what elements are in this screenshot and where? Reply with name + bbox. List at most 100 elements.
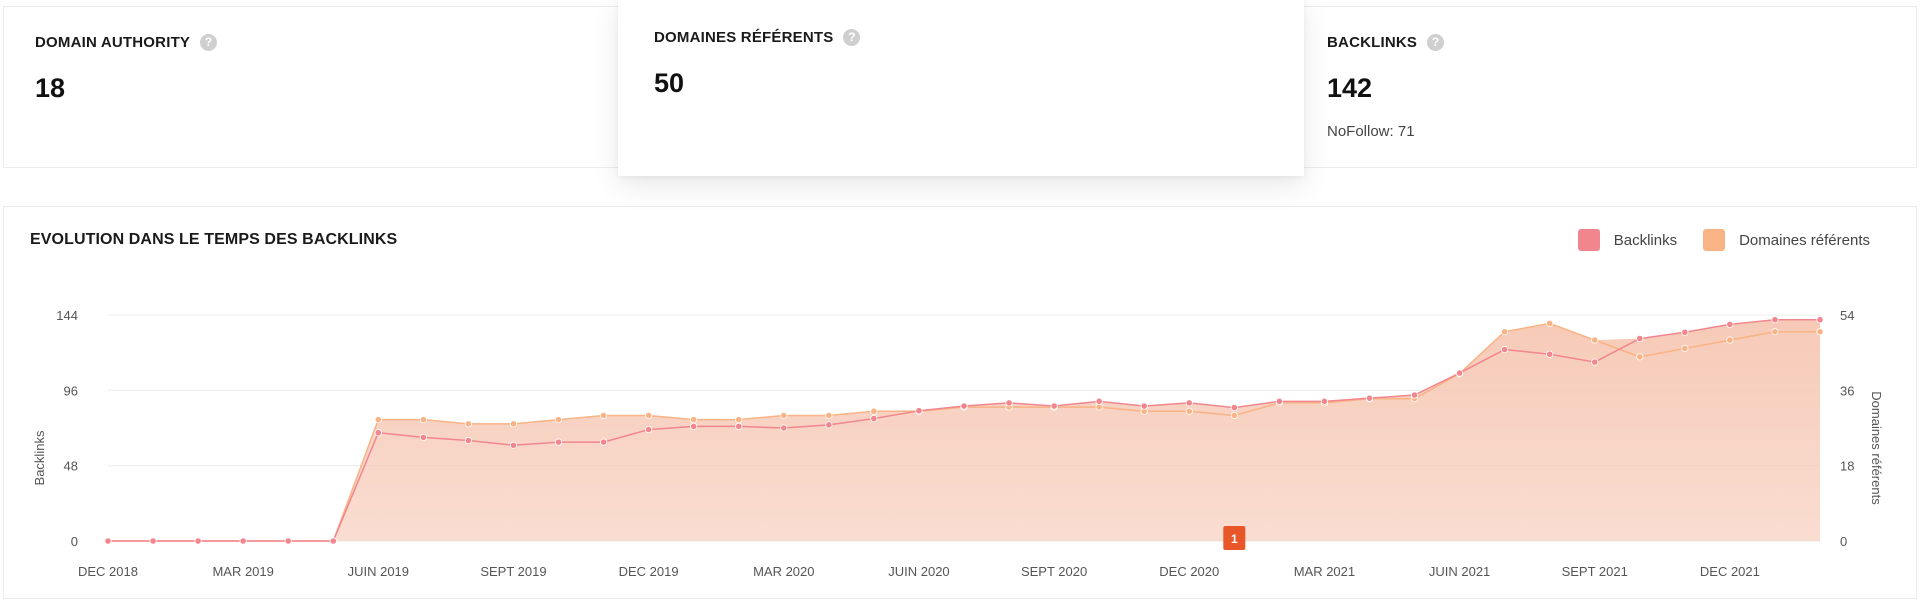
data-point-referring-domains	[1185, 407, 1193, 415]
y-axis-label: Backlinks	[32, 430, 47, 485]
data-point-backlinks	[1591, 358, 1599, 366]
x-tick-label: DEC 2019	[619, 564, 679, 579]
x-tick-label: MAR 2019	[212, 564, 273, 579]
help-icon[interactable]: ?	[843, 29, 861, 46]
data-point-backlinks	[1230, 403, 1238, 412]
referring-domains-value: 50	[654, 68, 685, 98]
area-fill	[108, 319, 1820, 541]
data-point-backlinks	[1050, 402, 1058, 410]
backlinks-label: BACKLINKS	[1327, 34, 1418, 51]
data-point-backlinks	[1636, 334, 1644, 343]
data-point-backlinks	[509, 441, 518, 449]
data-point-backlinks	[1275, 397, 1283, 405]
backlinks-card: BACKLINKS ? 142 NoFollow: 71	[1302, 6, 1917, 168]
x-tick-label: JUIN 2019	[348, 564, 409, 579]
domain-authority-value: 18	[35, 73, 66, 103]
data-point-backlinks	[1185, 399, 1193, 407]
annotation-marker	[1223, 526, 1246, 550]
data-point-referring-domains	[1816, 328, 1824, 336]
data-point-backlinks	[374, 429, 382, 437]
backlinks-title: BACKLINKS ?	[1327, 34, 1445, 51]
legend-label-backlinks: Backlinks	[1613, 231, 1678, 249]
data-point-referring-domains	[780, 411, 788, 420]
help-icon[interactable]: ?	[200, 34, 218, 51]
data-point-backlinks	[870, 414, 878, 423]
data-point-backlinks	[960, 402, 968, 410]
backlinks-chart: 0 48 96 144 0 18 36 54 Backlinks Domaines référen…	[32, 308, 1884, 579]
chart-title: EVOLUTION DANS LE TEMPS DES BACKLINKS	[30, 231, 398, 248]
data-point-backlinks	[464, 436, 473, 445]
data-point-backlinks	[1140, 402, 1148, 410]
y2-tick-label: 0	[1840, 534, 1847, 549]
data-point-backlinks	[1816, 316, 1824, 324]
data-point-backlinks	[735, 422, 743, 431]
data-point-referring-domains	[509, 420, 518, 428]
y2-tick-label: 18	[1840, 459, 1854, 474]
data-point-backlinks	[645, 425, 653, 434]
data-point-backlinks	[1005, 399, 1013, 407]
x-tick-label: MAR 2021	[1294, 564, 1355, 579]
x-tick-label: DEC 2020	[1159, 564, 1219, 579]
data-point-referring-domains	[1726, 336, 1734, 344]
data-point-referring-domains	[1230, 411, 1238, 420]
y-tick-label: 48	[64, 459, 78, 474]
legend-swatch-referring-domains	[1703, 229, 1726, 251]
data-point-backlinks	[1771, 316, 1779, 324]
nofollow-count: NoFollow: 71	[1327, 123, 1415, 140]
data-point-backlinks	[780, 424, 788, 432]
data-point-backlinks	[104, 537, 112, 545]
data-point-referring-domains	[735, 416, 743, 424]
referring-domains-title: DOMAINES RÉFÉRENTS ?	[654, 29, 861, 46]
data-point-referring-domains	[870, 407, 878, 415]
x-tick-label: JUIN 2021	[1429, 564, 1490, 579]
data-point-backlinks	[1501, 345, 1509, 354]
x-tick-label: SEPT 2021	[1562, 564, 1628, 579]
data-point-referring-domains	[1501, 328, 1509, 336]
help-icon[interactable]: ?	[1427, 34, 1445, 51]
data-point-backlinks	[554, 438, 563, 446]
y2-tick-label: 54	[1840, 308, 1854, 323]
data-point-backlinks	[329, 537, 337, 545]
data-point-referring-domains	[1681, 344, 1689, 353]
data-point-referring-domains	[1636, 353, 1644, 361]
y2-axis-label: Domaines référents	[1869, 391, 1884, 505]
data-point-backlinks	[1320, 397, 1329, 405]
data-point-backlinks	[1681, 328, 1689, 336]
x-tick-label: MAR 2020	[753, 564, 814, 579]
data-point-backlinks	[825, 421, 833, 429]
referring-domains-card: DOMAINES RÉFÉRENTS ? 50	[618, 0, 1304, 176]
data-point-backlinks	[239, 537, 247, 545]
data-point-referring-domains	[599, 411, 608, 420]
data-point-referring-domains	[554, 416, 563, 424]
x-tick-label: JUIN 2020	[888, 564, 949, 579]
y-tick-label: 96	[64, 383, 78, 398]
y-tick-label: 144	[56, 308, 78, 323]
legend-item-referring-domains[interactable]: Domaines référents	[1703, 229, 1870, 251]
data-point-referring-domains	[690, 416, 698, 424]
domain-authority-label: DOMAIN AUTHORITY	[35, 34, 191, 51]
domain-authority-card: DOMAIN AUTHORITY ? 18	[3, 6, 621, 168]
data-point-backlinks	[915, 407, 923, 415]
x-tick-label: DEC 2021	[1700, 564, 1760, 579]
legend-item-backlinks[interactable]: Backlinks	[1577, 229, 1678, 251]
x-tick-label: DEC 2018	[78, 564, 138, 579]
backlinks-value: 142	[1327, 73, 1373, 103]
legend-label-referring-domains: Domaines référents	[1739, 231, 1870, 249]
data-point-referring-domains	[825, 411, 833, 420]
data-point-backlinks	[284, 537, 292, 545]
data-point-backlinks	[1455, 369, 1464, 377]
chart-legend: Backlinks Domaines référents	[1552, 229, 1870, 251]
data-point-referring-domains	[645, 411, 653, 420]
data-point-backlinks	[419, 433, 427, 442]
x-tick-label: SEPT 2020	[1021, 564, 1087, 579]
data-point-backlinks	[599, 438, 608, 446]
data-point-backlinks	[1726, 320, 1734, 329]
data-point-backlinks	[1546, 350, 1554, 358]
legend-swatch-backlinks	[1577, 229, 1600, 251]
data-point-referring-domains	[1546, 319, 1554, 327]
referring-domains-label: DOMAINES RÉFÉRENTS	[654, 29, 834, 46]
x-tick-label: SEPT 2019	[480, 564, 546, 579]
backlinks-evolution-card: EVOLUTION DANS LE TEMPS DES BACKLINKS Ba…	[3, 206, 1917, 599]
data-point-referring-domains	[374, 416, 382, 424]
domain-authority-title: DOMAIN AUTHORITY ?	[35, 34, 218, 51]
